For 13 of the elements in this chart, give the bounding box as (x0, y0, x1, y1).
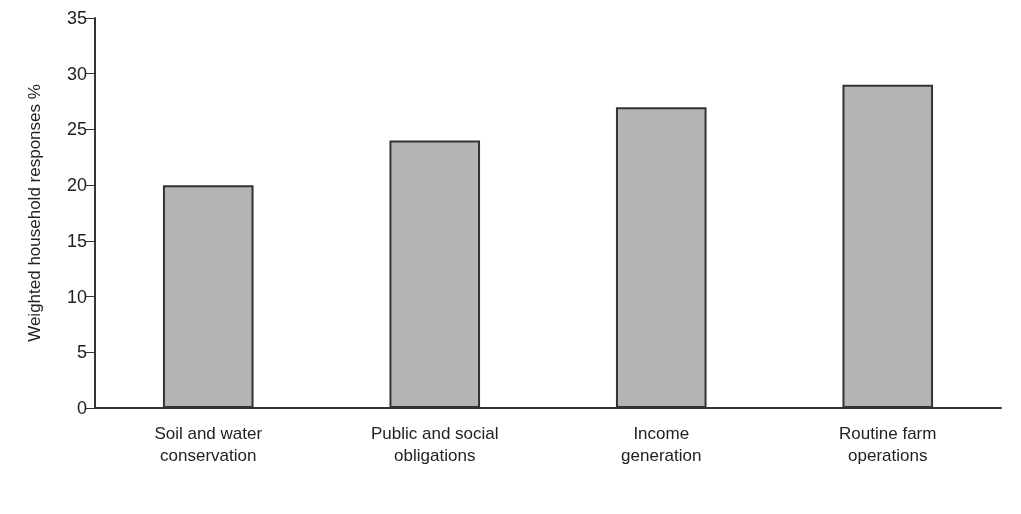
y-tick-label: 20 (66, 175, 87, 196)
y-tick-label: 10 (66, 286, 87, 307)
y-axis-title: Weighted household responses % (25, 84, 44, 342)
x-tick-label: Soil and water conservation (154, 423, 263, 465)
x-tick-label: Income generation (621, 423, 702, 465)
y-tick-label: 25 (66, 119, 87, 140)
x-tick-label: Public and social obligations (370, 423, 499, 465)
y-tick-label: 30 (66, 63, 87, 84)
y-tick-label: 0 (76, 398, 87, 418)
y-tick-label: 15 (66, 230, 87, 251)
x-tick-label: Routine farm operations (839, 423, 937, 465)
y-tick-label: 35 (66, 8, 87, 28)
y-tick-label: 5 (76, 342, 87, 363)
